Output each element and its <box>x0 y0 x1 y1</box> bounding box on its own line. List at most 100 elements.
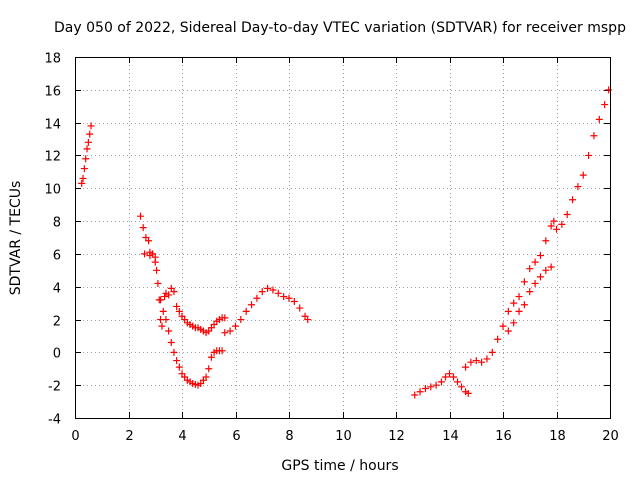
data-point <box>264 284 272 292</box>
data-point <box>462 363 470 371</box>
series-seg4 <box>221 284 312 337</box>
data-point <box>226 327 234 335</box>
series-seg6 <box>462 217 558 371</box>
data-point <box>472 357 480 365</box>
data-point <box>296 304 304 312</box>
data-point <box>221 314 229 322</box>
data-point <box>175 363 183 371</box>
x-tick-labels: 0 2 4 6 8 10 12 14 16 18 20 <box>71 429 618 444</box>
data-point <box>427 383 435 391</box>
data-point <box>605 86 613 94</box>
x-tick-label: 2 <box>125 429 133 444</box>
data-point <box>467 358 475 366</box>
data-point <box>542 237 550 245</box>
x-tick-label: 20 <box>602 429 619 444</box>
data-point <box>579 171 587 179</box>
data-point <box>494 335 502 343</box>
data-point <box>595 115 603 123</box>
data-point <box>536 273 544 281</box>
data-point <box>601 101 609 109</box>
data-point <box>280 293 288 301</box>
data-point <box>553 225 560 233</box>
data-point <box>139 224 147 232</box>
y-tick-label: 18 <box>44 52 61 67</box>
data-point <box>248 301 256 309</box>
y-axis-label: SDTVAR / TECUs <box>8 181 24 296</box>
axis-ticks <box>75 57 611 419</box>
series-seg3 <box>141 250 226 389</box>
data-point <box>146 252 154 260</box>
data-point <box>510 319 518 327</box>
data-point <box>173 302 181 310</box>
x-tick-label: 14 <box>442 429 459 444</box>
y-tick-label: 8 <box>53 216 61 231</box>
y-tick-label: 4 <box>53 282 61 297</box>
data-point <box>165 327 173 335</box>
y-tick-label: 6 <box>53 249 61 264</box>
data-point <box>488 348 496 356</box>
data-point <box>269 286 277 294</box>
data-point <box>141 250 149 258</box>
series-seg5 <box>411 370 472 399</box>
data-point <box>87 122 95 130</box>
data-point <box>550 217 558 225</box>
data-point <box>520 278 528 286</box>
data-point <box>547 222 555 230</box>
x-tick-label: 12 <box>388 429 405 444</box>
data-point <box>173 357 181 365</box>
data-point <box>563 211 571 219</box>
data-point <box>446 370 453 378</box>
data-point <box>421 384 429 392</box>
y-tick-label: -2 <box>48 380 61 395</box>
data-point <box>79 174 87 182</box>
data-point <box>542 266 550 274</box>
data-point <box>515 293 523 301</box>
data-point <box>526 288 534 296</box>
data-point <box>304 316 312 324</box>
data-point <box>218 347 226 355</box>
data-point <box>458 383 466 391</box>
data-point <box>464 389 472 397</box>
data-point <box>159 307 167 315</box>
data-point <box>175 307 183 315</box>
data-point <box>137 212 145 220</box>
data-points <box>78 86 613 399</box>
data-point <box>167 339 175 347</box>
data-point <box>161 293 169 301</box>
y-tick-label: 16 <box>44 85 61 100</box>
x-tick-label: 18 <box>549 429 566 444</box>
data-point <box>504 327 512 335</box>
data-point <box>450 373 458 381</box>
data-point <box>80 165 88 173</box>
x-tick-label: 8 <box>285 429 293 444</box>
x-tick-label: 16 <box>495 429 512 444</box>
y-tick-label: 2 <box>53 315 61 330</box>
data-point <box>504 307 512 315</box>
data-point <box>170 288 178 296</box>
y-tick-label: 0 <box>53 347 61 362</box>
data-point <box>82 155 90 163</box>
data-point <box>207 353 215 361</box>
data-point <box>510 299 518 307</box>
data-point <box>83 145 91 153</box>
data-point <box>154 279 162 287</box>
data-point <box>237 316 245 324</box>
y-tick-label: -4 <box>48 413 61 428</box>
data-point <box>221 329 229 337</box>
data-point <box>202 373 210 381</box>
x-tick-label: 6 <box>232 429 240 444</box>
data-point <box>590 132 598 140</box>
data-point <box>499 322 507 330</box>
data-point <box>574 183 582 191</box>
data-point <box>437 378 445 386</box>
data-point <box>86 130 94 138</box>
data-point <box>515 307 523 315</box>
data-point <box>441 373 449 381</box>
data-point <box>274 289 282 297</box>
data-point <box>411 391 419 399</box>
y-tick-label: 12 <box>44 150 61 165</box>
y-tick-labels: -4 -2 0 2 4 6 8 10 12 14 16 18 <box>44 52 61 428</box>
data-point <box>158 322 166 330</box>
data-point <box>290 297 298 305</box>
